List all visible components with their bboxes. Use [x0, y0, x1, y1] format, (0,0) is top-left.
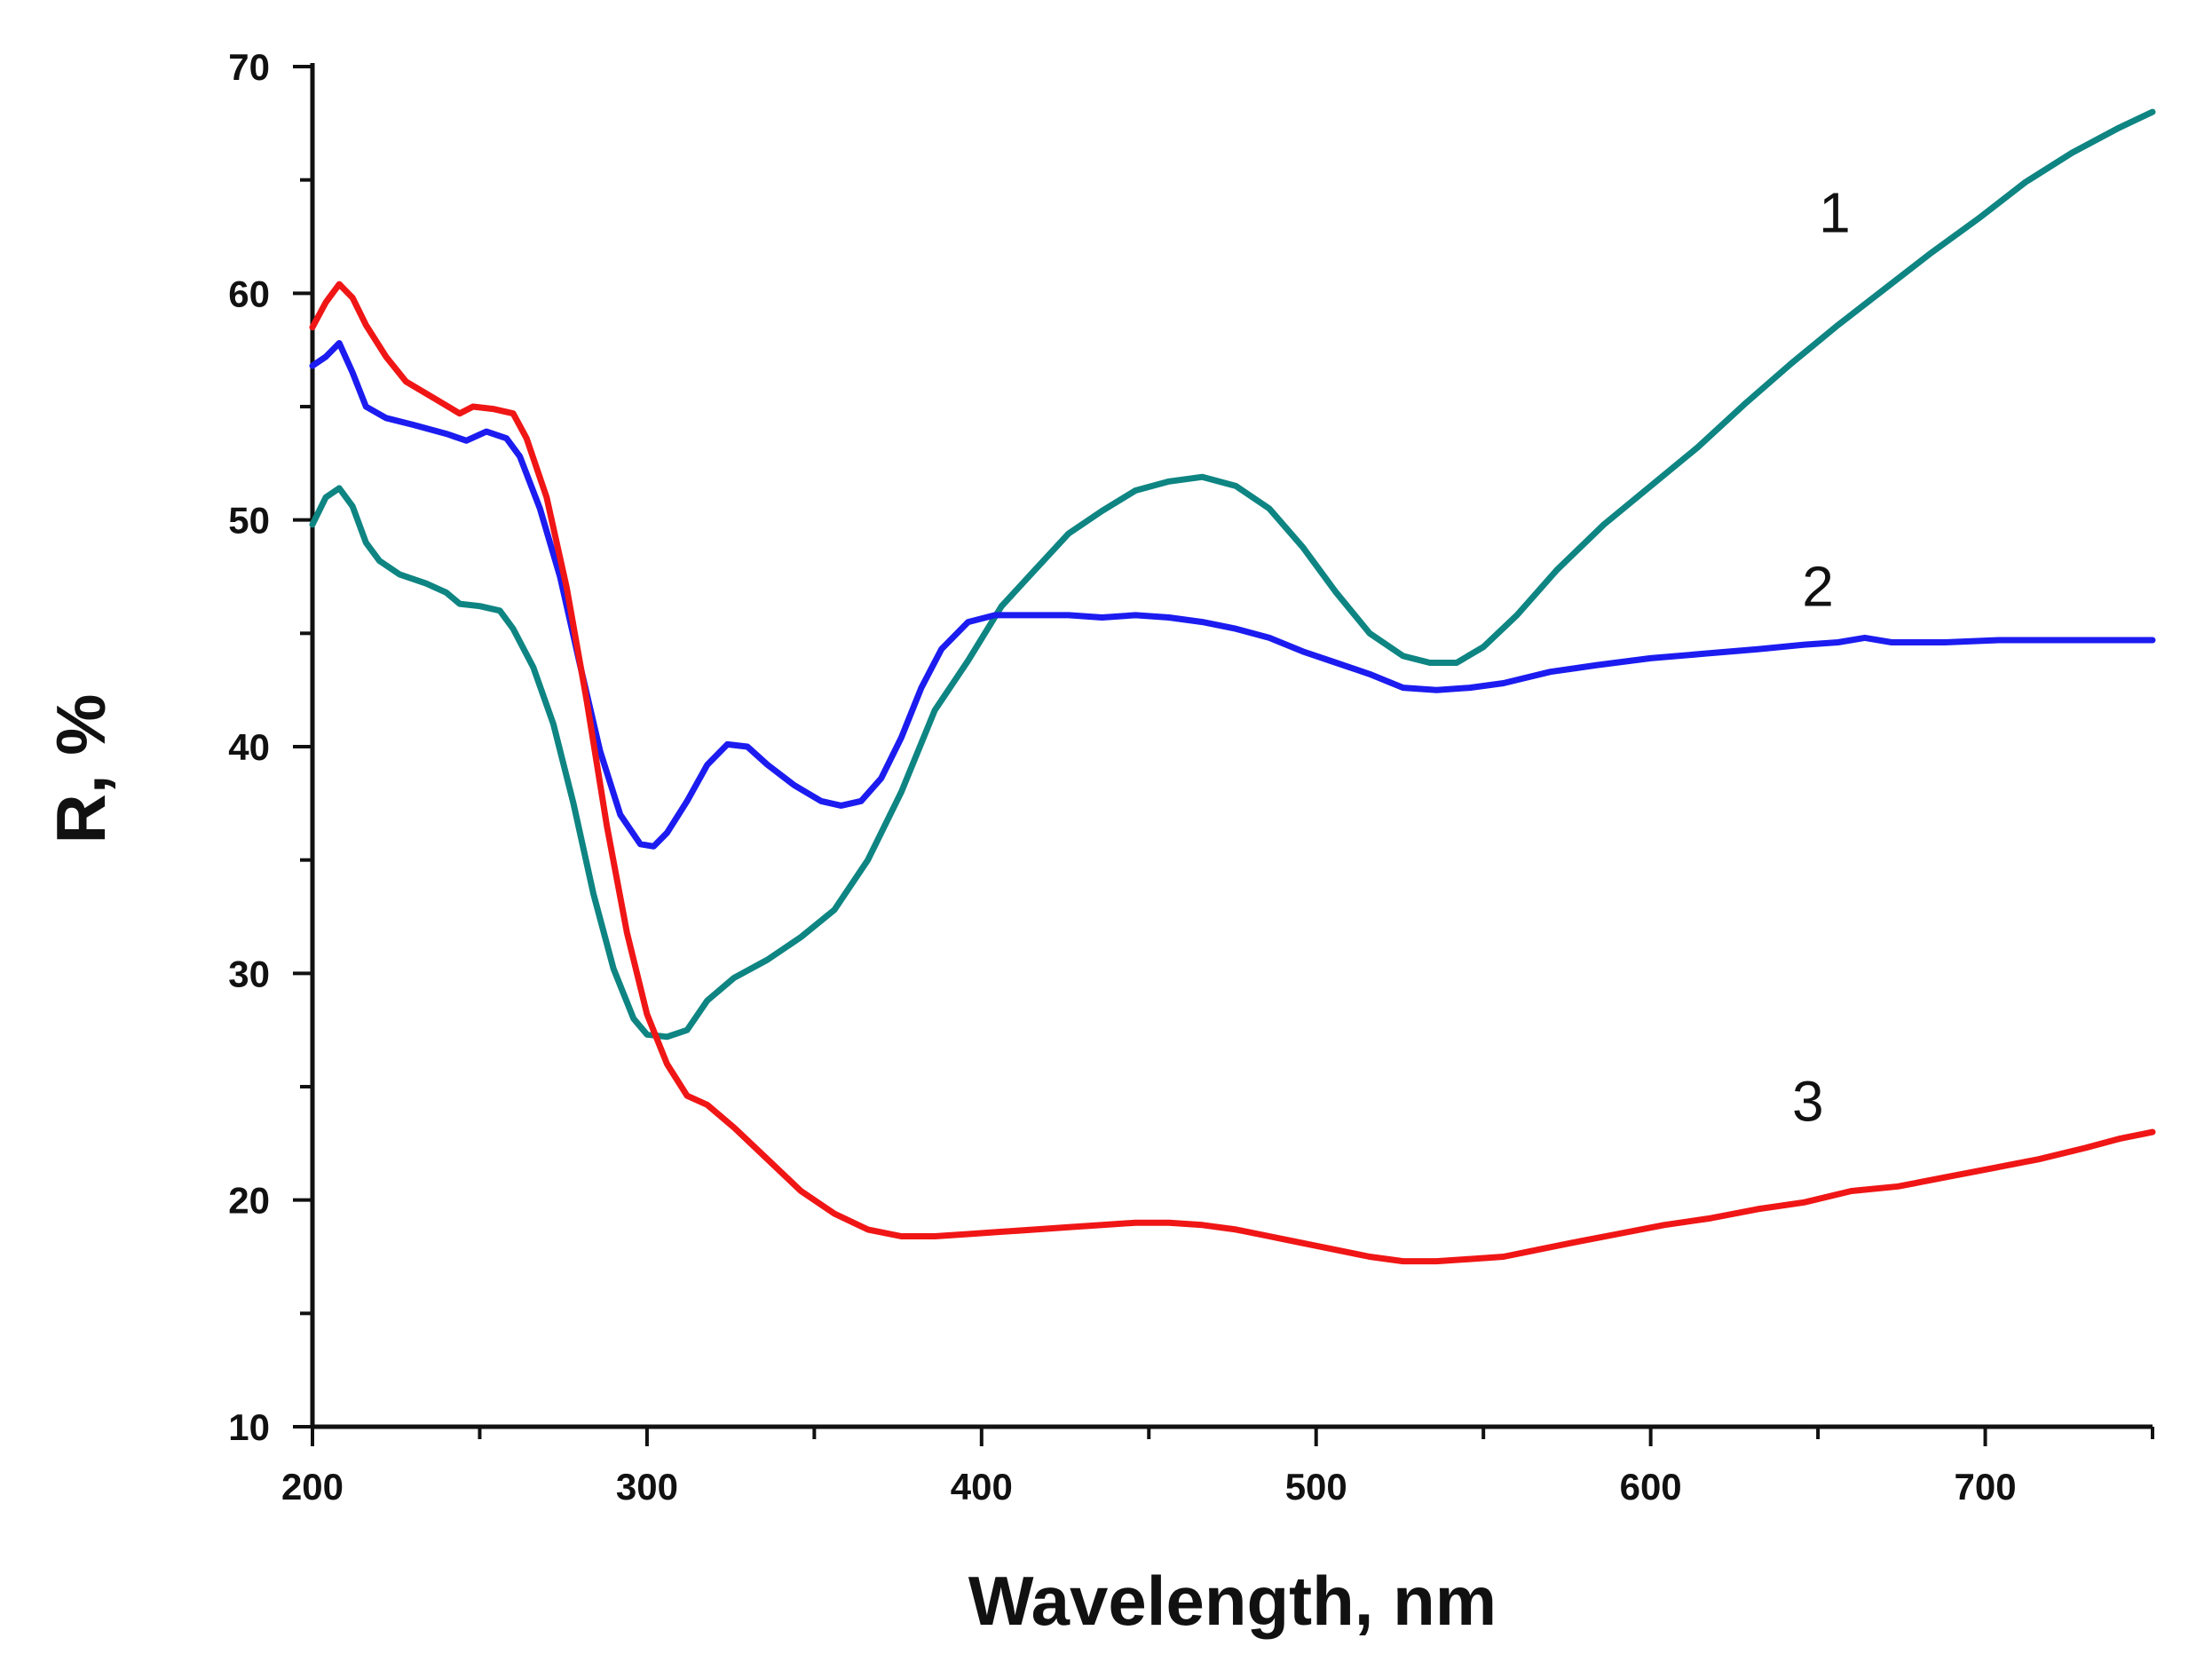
x-tick-label: 300	[616, 1466, 678, 1508]
y-tick-label: 40	[228, 726, 270, 768]
axes: 200 300 400 500 600 700 10 20 30 40 50 60 70	[228, 46, 2154, 1508]
series-layer	[309, 108, 2156, 1265]
y-tick-label: 30	[228, 953, 270, 994]
x-tick-label: 600	[1620, 1466, 1682, 1508]
series-line-3	[309, 281, 2156, 1265]
y-tick-label: 20	[228, 1180, 270, 1222]
y-tick-label: 50	[228, 500, 270, 542]
x-tick-label: 200	[281, 1466, 344, 1508]
x-tick-label: 400	[951, 1466, 1013, 1508]
y-tick-label: 60	[228, 273, 270, 314]
series-line-1	[309, 108, 2156, 1041]
y-axis-title: R, %	[42, 693, 120, 843]
y-tick-label: 10	[228, 1406, 270, 1448]
curve-label-2: 2	[1802, 555, 1834, 619]
curve-label-3: 3	[1792, 1069, 1824, 1133]
curve-labels: 1 2 3	[1792, 180, 1851, 1133]
curve-label-1: 1	[1819, 180, 1851, 244]
x-axis-title: Wavelength, nm	[968, 1562, 1497, 1640]
y-tick-label: 70	[228, 46, 270, 88]
x-tick-label: 500	[1285, 1466, 1347, 1508]
x-tick-label: 700	[1955, 1466, 2017, 1508]
series-line-2	[309, 340, 2156, 850]
